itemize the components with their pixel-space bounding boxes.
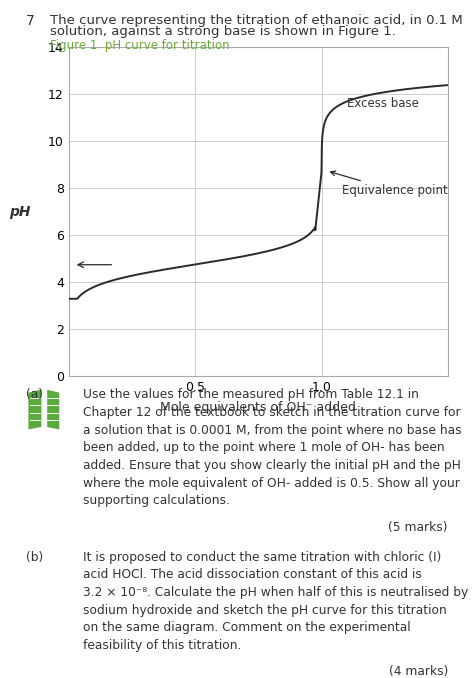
Polygon shape	[46, 388, 60, 430]
Polygon shape	[28, 388, 42, 430]
Text: been added, up to the point where 1 mole of OH- has been: been added, up to the point where 1 mole…	[83, 441, 445, 454]
Text: The curve representing the titration of ethanoic acid, in 0.1 M: The curve representing the titration of …	[50, 14, 463, 26]
Text: added. Ensure that you show clearly the initial pH and the pH: added. Ensure that you show clearly the …	[83, 459, 461, 472]
Text: 7: 7	[26, 14, 35, 28]
Text: where the mole equivalent of OH- added is 0.5. Show all your: where the mole equivalent of OH- added i…	[83, 477, 460, 490]
Text: 3.2 × 10⁻⁸. Calculate the pH when half of this is neutralised by: 3.2 × 10⁻⁸. Calculate the pH when half o…	[83, 586, 468, 599]
Text: (a): (a)	[26, 388, 43, 401]
Text: acid HOCl. The acid dissociation constant of this acid is: acid HOCl. The acid dissociation constan…	[83, 568, 422, 581]
Text: on the same diagram. Comment on the experimental: on the same diagram. Comment on the expe…	[83, 621, 410, 634]
X-axis label: Mole equivalents of OH⁻ added: Mole equivalents of OH⁻ added	[160, 401, 356, 414]
Y-axis label: pH: pH	[9, 205, 30, 219]
Text: solution, against a strong base is shown in Figure 1.: solution, against a strong base is shown…	[50, 25, 396, 38]
Text: (4 marks): (4 marks)	[389, 665, 448, 678]
Text: Figure 1  pH curve for titration: Figure 1 pH curve for titration	[50, 39, 229, 52]
Polygon shape	[42, 388, 46, 428]
Text: Equivalence point: Equivalence point	[330, 171, 447, 197]
Text: feasibility of this titration.: feasibility of this titration.	[83, 639, 241, 652]
Text: Excess base: Excess base	[347, 98, 419, 111]
Text: a solution that is 0.0001 M, from the point where no base has: a solution that is 0.0001 M, from the po…	[83, 424, 462, 437]
Text: sodium hydroxide and sketch the pH curve for this titration: sodium hydroxide and sketch the pH curve…	[83, 603, 447, 616]
Text: Use the values for the measured pH from Table 12.1 in: Use the values for the measured pH from …	[83, 388, 419, 401]
Text: Chapter 12 of the textbook to sketch in the titration curve for: Chapter 12 of the textbook to sketch in …	[83, 406, 461, 419]
Text: It is proposed to conduct the same titration with chloric (I): It is proposed to conduct the same titra…	[83, 551, 441, 563]
Text: (b): (b)	[26, 551, 43, 563]
Text: supporting calculations.: supporting calculations.	[83, 494, 230, 507]
Text: (5 marks): (5 marks)	[388, 521, 448, 534]
